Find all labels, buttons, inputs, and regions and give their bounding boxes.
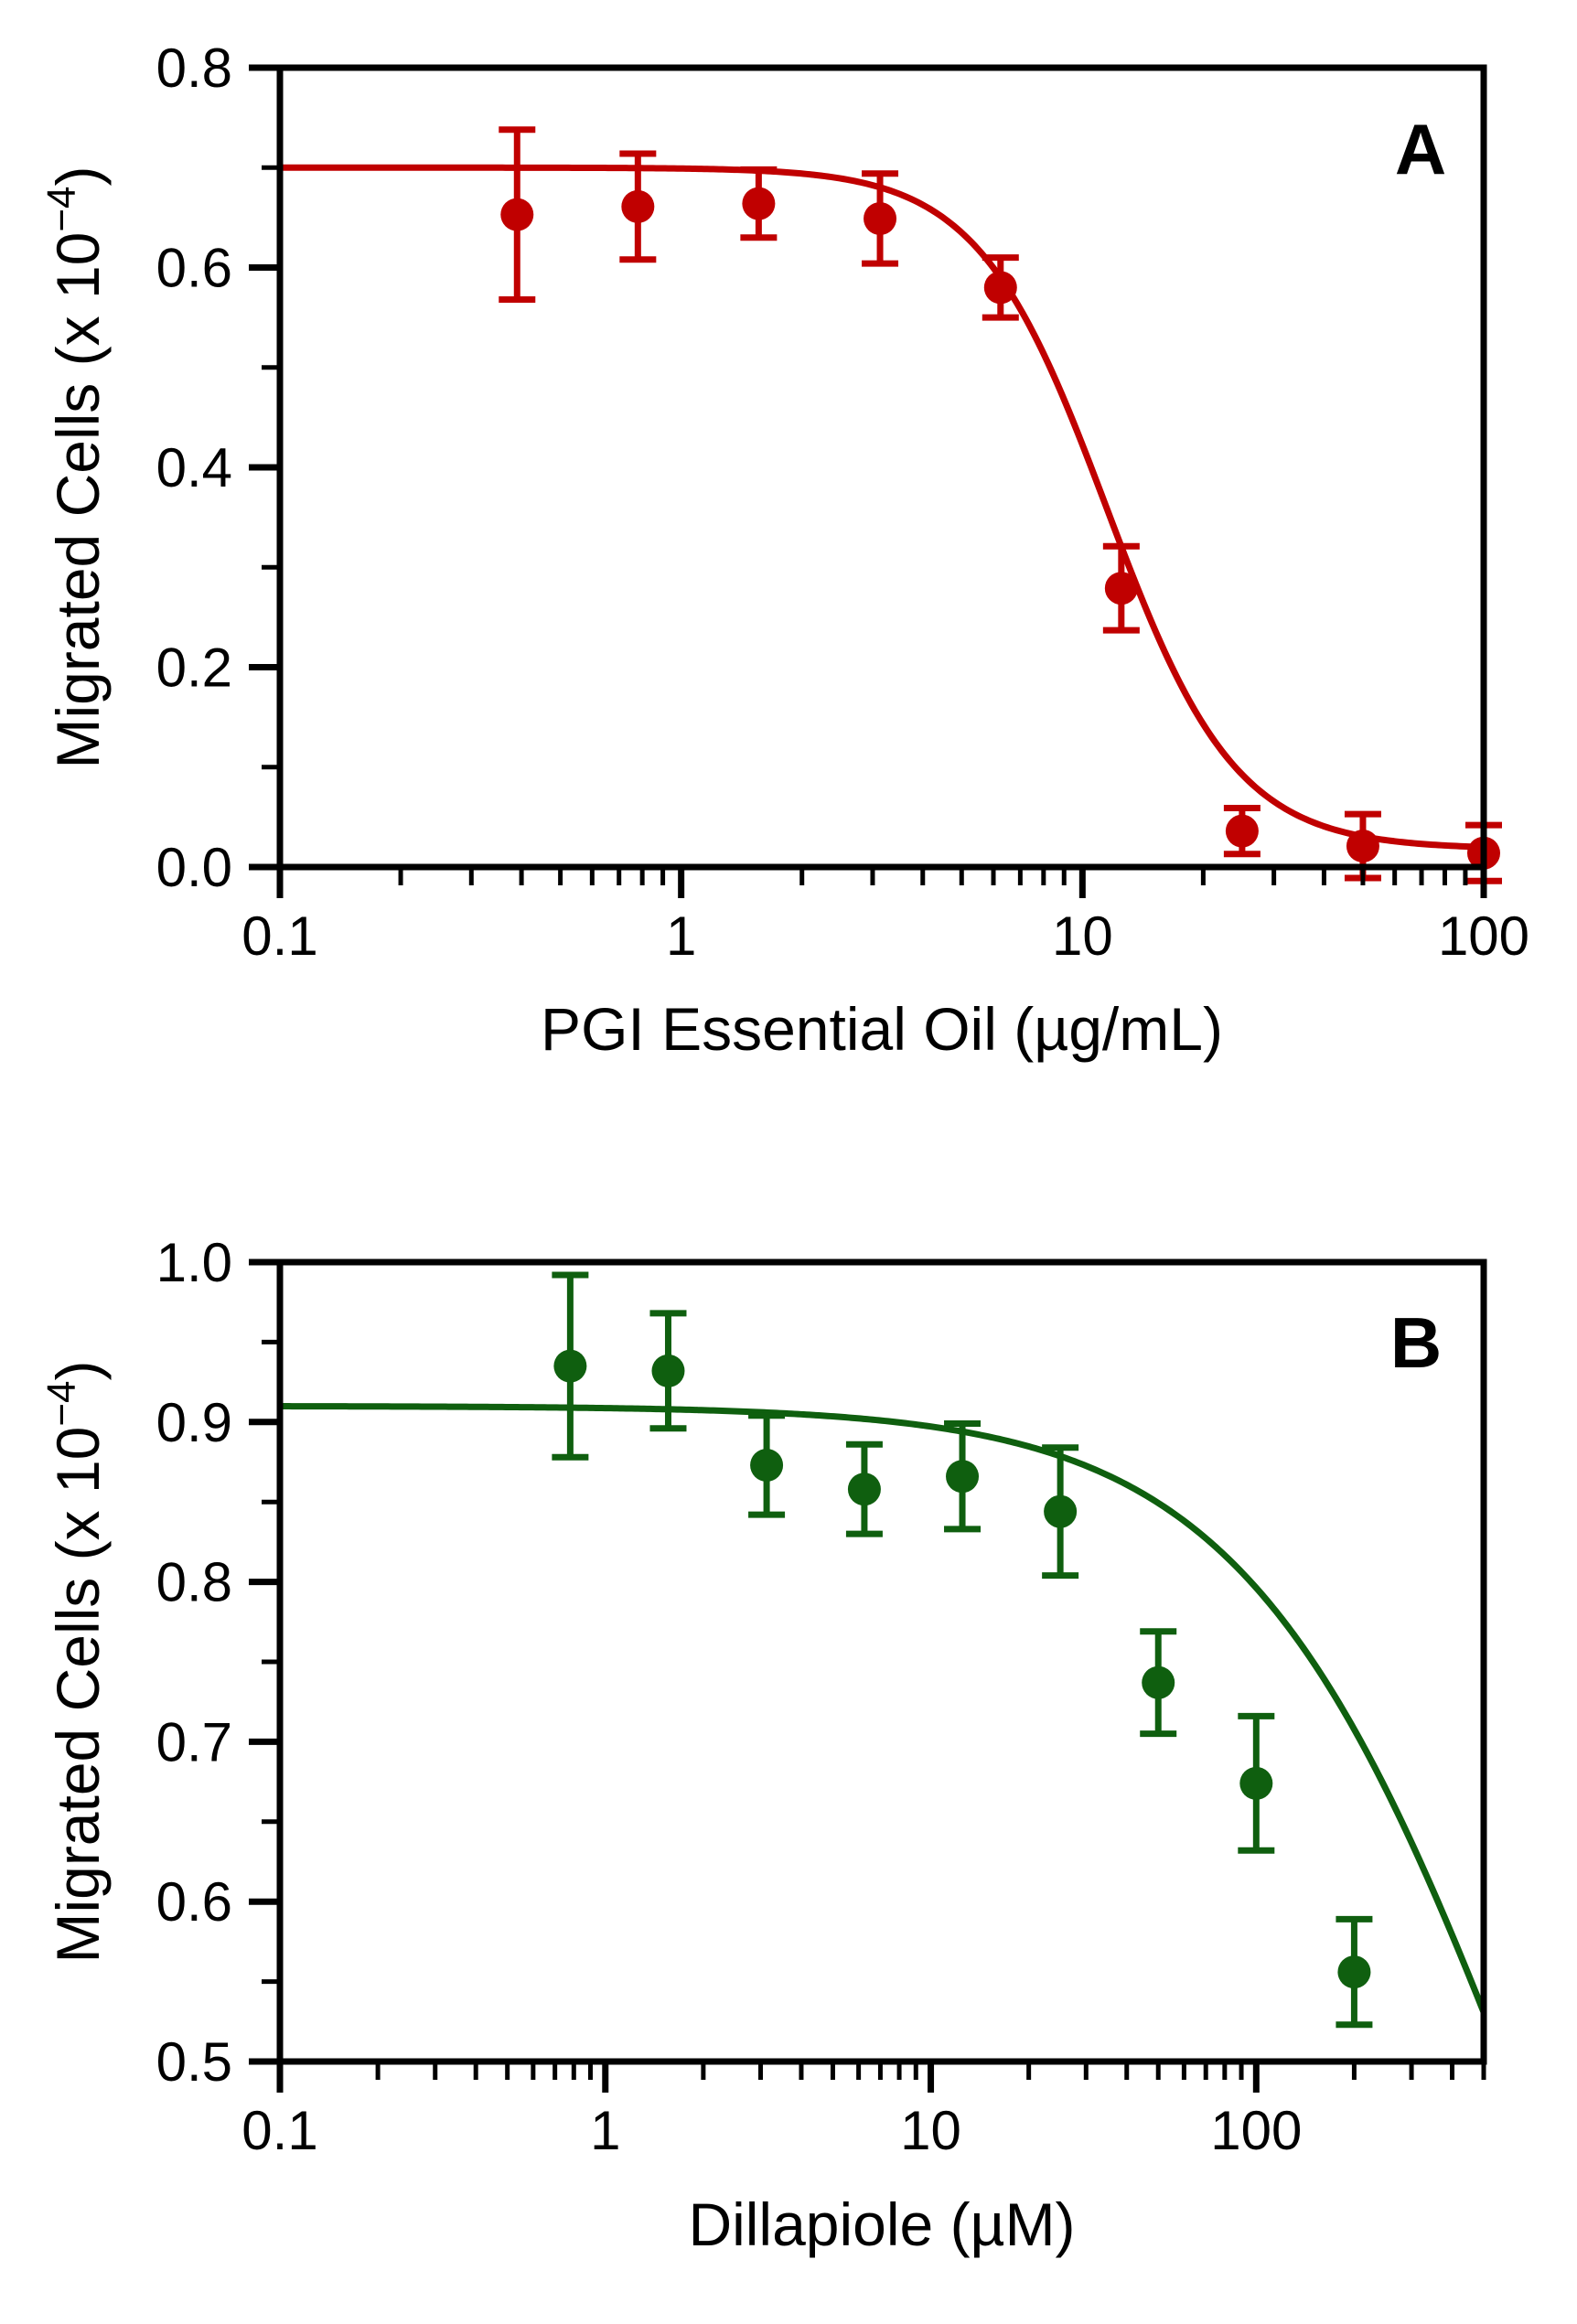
panel-b-data-point: [1337, 1955, 1371, 1989]
panel-a-x-ticks: 0.1 1 10 100: [241, 867, 1529, 967]
panel-b-data-point: [651, 1354, 685, 1387]
panel-a-x-tick-label: 100: [1438, 905, 1529, 967]
panel-a-y-tick-label: 0.8: [156, 37, 232, 99]
panel-b-x-ticks: 0.1 1 10 100: [241, 2062, 1486, 2161]
panel-b-y-tick-label: 0.8: [156, 1552, 232, 1613]
panel-a-fit-curve: [280, 164, 1484, 851]
panel-b-y-tick-label: 1.0: [156, 1232, 232, 1293]
panel-a-y-ticks: 0.0 0.2 0.4 0.6 0.8: [156, 37, 280, 898]
panel-b-y-tick-label: 0.9: [156, 1392, 232, 1453]
panel-a-y-tick-label: 0.4: [156, 437, 232, 498]
panel-b-y-axis-title: Migrated Cells (x 10−4): [39, 1360, 112, 1963]
panel-a-data-point: [742, 187, 776, 220]
panel-b-x-axis-title: Dillapiole (µM): [688, 2190, 1075, 2258]
panel-a-y-tick-label: 0.6: [156, 238, 232, 299]
panel-b-x-tick-label: 0.1: [241, 2100, 317, 2161]
panel-a-plot-content: [280, 126, 1502, 884]
panel-a-data-point: [500, 198, 534, 231]
panel-b-label: B: [1390, 1302, 1442, 1383]
panel-b-x-tick-label: 10: [900, 2100, 961, 2161]
panel-b-x-tick-label: 1: [590, 2100, 620, 2161]
panel-b-y-axis-title-exponent: −4: [39, 1380, 84, 1426]
panel-b-data-point: [1239, 1766, 1273, 1800]
panel-a-data-point: [1346, 830, 1379, 863]
panel-b-data-point: [946, 1460, 980, 1494]
panel-b-fit-curve: [280, 1403, 1484, 2014]
panel-a-y-tick-label: 0.2: [156, 637, 232, 699]
panel-a-data-point: [1225, 814, 1259, 848]
panel-a-x-axis-title: PGI Essential Oil (µg/mL): [541, 995, 1223, 1063]
panel-a-y-tick-label: 0.0: [156, 837, 232, 898]
panel-a-chart: 0.1 1 10 100 0.0 0.2 0.4 0.6 0.8 A PGI Essentia…: [39, 37, 1529, 1063]
panel-b-y-axis-title-close: ): [44, 1360, 112, 1380]
panel-a-x-tick-label: 0.1: [241, 905, 317, 967]
panel-b-data-point: [1142, 1665, 1175, 1699]
panel-a-y-axis-title-close: ): [44, 166, 112, 186]
panel-b-y-tick-label: 0.7: [156, 1711, 232, 1772]
panel-a-y-axis-title-main: Migrated Cells (x 10: [44, 232, 112, 769]
panel-b-data-point: [847, 1473, 881, 1506]
panel-b-plot-content: [280, 1271, 1484, 2029]
panel-b-data-point: [553, 1349, 587, 1383]
panel-b-y-tick-label: 0.5: [156, 2031, 232, 2093]
panel-a-data-point: [864, 201, 897, 235]
panel-b-x-tick-label: 100: [1210, 2100, 1302, 2161]
panel-a-data-point: [621, 189, 655, 223]
panel-a-data-point: [1104, 572, 1138, 605]
panel-b-data-point: [1044, 1494, 1078, 1528]
panel-b-y-axis-title-main: Migrated Cells (x 10: [44, 1427, 112, 1964]
panel-b-y-tick-label: 0.6: [156, 1871, 232, 1933]
panel-a-y-axis-title: Migrated Cells (x 10−4): [39, 166, 112, 768]
panel-a-label: A: [1395, 109, 1446, 189]
panel-b-chart: 0.1 1 10 100 0.5 0.6 0.7 0.8 0.9 1.0 B Dillapiol…: [39, 1232, 1487, 2258]
panel-a-x-tick-label: 1: [666, 905, 696, 967]
panel-a-data-point: [983, 271, 1017, 305]
panel-a-x-tick-label: 10: [1052, 905, 1113, 967]
panel-b-y-ticks: 0.5 0.6 0.7 0.8 0.9 1.0: [156, 1232, 280, 2093]
panel-a-y-axis-title-exponent: −4: [39, 186, 84, 231]
panel-b-data-point: [750, 1448, 784, 1482]
panel-b-plot-frame: [276, 1258, 1487, 2065]
